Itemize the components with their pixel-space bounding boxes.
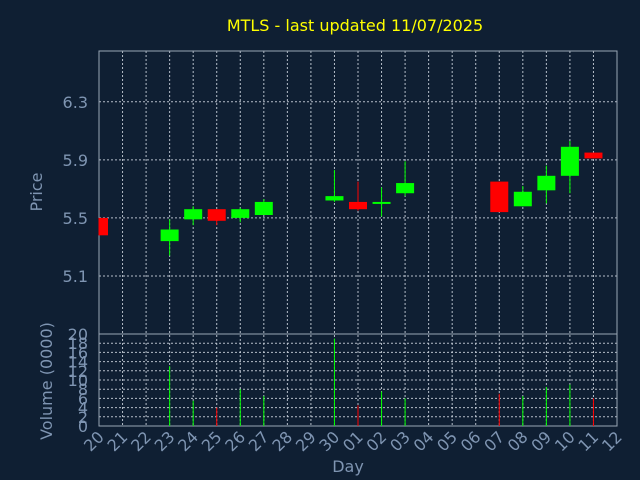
volume-bars	[169, 338, 594, 426]
chart-title: MTLS - last updated 11/07/2025	[227, 16, 483, 35]
candle-body	[490, 181, 509, 213]
volume-tick-label: 10	[68, 371, 88, 390]
price-axis: 5.1 5.5 5.9 6.3	[63, 93, 88, 286]
volume-tick-label: 20	[68, 325, 88, 344]
volume-tick-label: 16	[68, 343, 88, 362]
candle-body	[207, 209, 226, 221]
volume-tick-label: 4	[78, 399, 88, 418]
day-axis-title: Day	[332, 457, 364, 476]
candle-body	[184, 209, 203, 220]
price-tick-label: 6.3	[63, 93, 88, 112]
candle-body	[349, 201, 367, 210]
candle-body	[560, 146, 579, 176]
price-tick-label: 5.9	[63, 151, 88, 170]
volume-tick-label: 12	[68, 362, 88, 381]
price-axis-title: Price	[27, 172, 46, 211]
candle-body	[396, 183, 415, 194]
price-tick-label: 5.5	[63, 209, 88, 228]
volume-tick-label: 14	[68, 353, 88, 372]
candle-body	[537, 175, 556, 191]
candle-body	[325, 196, 344, 201]
candle-body	[231, 209, 250, 218]
volume-tick-label: 8	[78, 380, 88, 399]
volume-tick-label: 6	[78, 389, 88, 408]
day-axis: 2021222324252627282930010203040506070809…	[80, 427, 626, 455]
volume-tick-label: 18	[68, 334, 88, 353]
price-tick-label: 5.1	[63, 267, 88, 286]
candle-body	[160, 229, 179, 242]
candle-body	[372, 201, 391, 204]
candle-body	[584, 152, 603, 159]
candle-body	[99, 217, 108, 236]
candle-body	[254, 201, 273, 215]
candles	[98, 140, 603, 256]
volume-tick-label: 0	[78, 417, 88, 436]
volume-axis-title: Volume (0000)	[37, 322, 56, 440]
volume-tick-label: 2	[78, 408, 88, 427]
candle-body	[513, 191, 532, 207]
